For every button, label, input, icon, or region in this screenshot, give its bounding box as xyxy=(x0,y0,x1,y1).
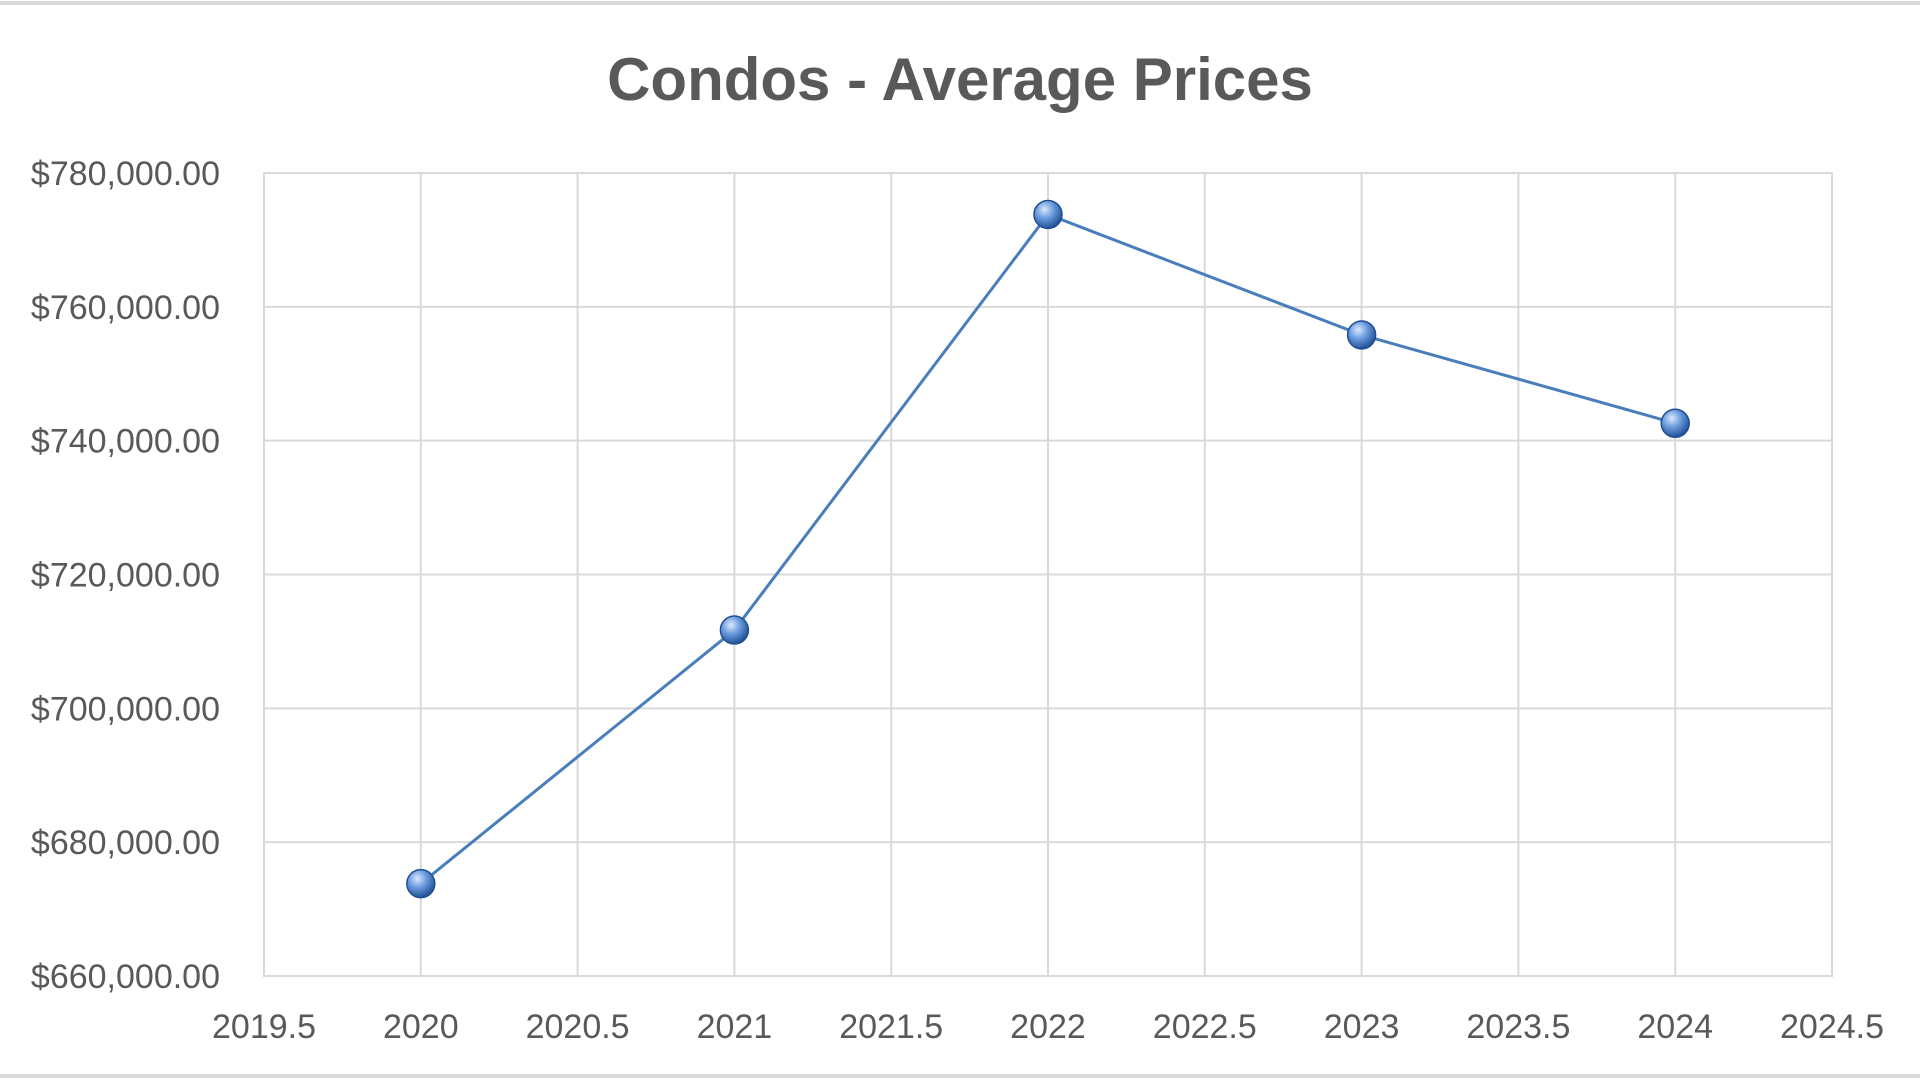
y-tick-label: $660,000.00 xyxy=(31,958,220,996)
data-point xyxy=(406,868,436,899)
x-tick-label: 2020 xyxy=(383,1008,459,1046)
y-tick-label: $720,000.00 xyxy=(31,557,220,595)
x-tick-label: 2020.5 xyxy=(526,1008,630,1046)
chart-title: Condos - Average Prices xyxy=(607,46,1313,113)
y-tick-label: $680,000.00 xyxy=(31,824,220,862)
grid-layer xyxy=(263,172,1833,977)
data-point xyxy=(1033,199,1063,230)
y-axis-tick-labels: $660,000.00 $680,000.00 $700,000.00 $720,00… xyxy=(31,155,220,996)
x-tick-label: 2022 xyxy=(1010,1008,1086,1046)
y-tick-label: $780,000.00 xyxy=(31,155,220,193)
x-tick-label: 2019.5 xyxy=(212,1008,316,1046)
y-tick-label: $740,000.00 xyxy=(31,423,220,461)
x-tick-label: 2023.5 xyxy=(1466,1008,1570,1046)
y-tick-label: $700,000.00 xyxy=(31,690,220,728)
data-point xyxy=(719,615,750,645)
x-tick-label: 2023 xyxy=(1324,1008,1400,1046)
x-tick-label: 2024 xyxy=(1637,1008,1713,1046)
x-tick-label: 2021 xyxy=(697,1008,773,1046)
series-layer xyxy=(406,199,1690,899)
x-tick-label: 2021.5 xyxy=(839,1008,943,1046)
x-axis-tick-labels: 2019.5 2020 2020.5 2021 2021.5 2022 2022.5 2023… xyxy=(212,1008,1884,1046)
x-tick-label: 2022.5 xyxy=(1153,1008,1257,1046)
data-point xyxy=(1660,408,1690,439)
x-tick-label: 2024.5 xyxy=(1780,1008,1884,1046)
data-point xyxy=(1346,320,1377,350)
y-tick-label: $760,000.00 xyxy=(31,289,220,327)
plot-area-border xyxy=(263,172,1833,977)
